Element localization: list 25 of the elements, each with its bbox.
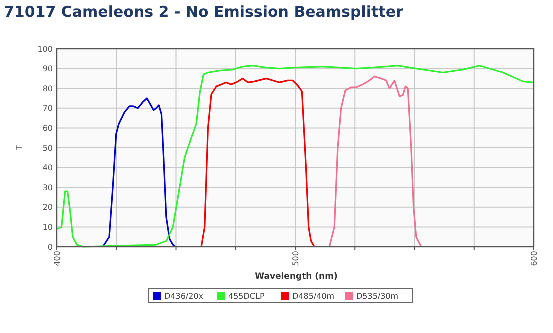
- x-axis-title: Wavelength (nm): [255, 272, 338, 282]
- y-tick-label: 30: [42, 183, 53, 192]
- y-tick-label: 20: [42, 203, 53, 212]
- x-tick-label: 400: [52, 251, 62, 266]
- y-axis-title: T: [15, 145, 24, 152]
- legend-label: D485/40m: [292, 292, 335, 301]
- line-series: [200, 78, 316, 248]
- y-tick-label: 0: [48, 242, 53, 252]
- x-tick-label: 600: [530, 251, 539, 266]
- y-tick-label: 50: [42, 144, 53, 153]
- x-tick-label: 500: [291, 251, 300, 266]
- line-series: [328, 76, 422, 248]
- y-tick-label: 100: [38, 44, 53, 54]
- line-series: [57, 65, 534, 248]
- chart-title: 71017 Cameleons 2 - No Emission Beamsplitter: [4, 3, 404, 21]
- y-tick-label: 90: [42, 64, 53, 74]
- y-tick-label: 70: [42, 104, 53, 114]
- line-series: [102, 98, 177, 248]
- legend-label: D436/20x: [164, 292, 204, 301]
- legend-label: D535/30m: [356, 292, 399, 301]
- y-tick-label: 10: [42, 223, 53, 232]
- y-tick-label: 60: [42, 124, 53, 133]
- legend-label: 455DCLP: [228, 292, 265, 301]
- y-tick-label: 80: [42, 84, 53, 94]
- y-tick-label: 40: [42, 164, 53, 173]
